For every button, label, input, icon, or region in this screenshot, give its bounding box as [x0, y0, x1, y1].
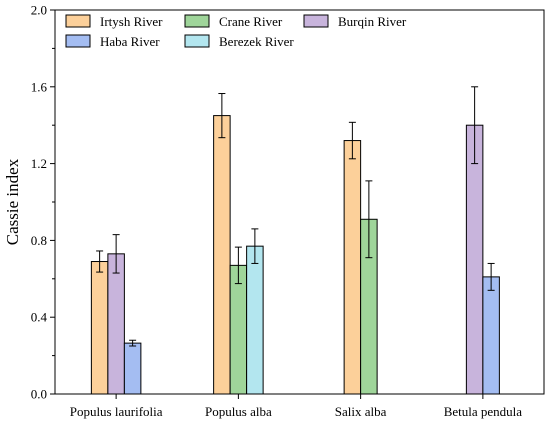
legend-swatch	[65, 34, 91, 48]
x-tick-label: Salix alba	[335, 404, 387, 419]
y-tick-label: 1.2	[31, 156, 47, 171]
legend-item-crane-river: Crane River	[184, 14, 283, 29]
error-bars-layer	[96, 86, 495, 347]
error-bar-irtysh-river-0	[96, 250, 104, 273]
legend-item-berezek-river: Berezek River	[184, 34, 294, 49]
x-ticks: Populus laurifolia Populus alba Salix alba…	[70, 394, 523, 419]
x-tick-label: Populus laurifolia	[70, 404, 163, 419]
x-tick-label: Populus alba	[205, 404, 272, 419]
y-tick-label: 2.0	[31, 3, 47, 18]
legend-swatch	[184, 14, 210, 28]
error-bar-irtysh-river-2	[348, 121, 356, 160]
legend-label: Haba River	[100, 34, 160, 49]
legend-swatch	[184, 34, 210, 48]
bar-irtysh-river-1	[213, 115, 231, 395]
legend-label: Burqin River	[338, 14, 407, 29]
error-bar-haba-river-0	[129, 339, 137, 347]
error-bar-burqin-river-0	[112, 234, 120, 274]
error-bar-irtysh-river-1	[218, 93, 226, 139]
x-tick-label: Betula pendula	[444, 404, 523, 419]
bar-burqin-river-3	[465, 124, 484, 395]
legend-label: Berezek River	[219, 34, 294, 49]
legend-swatch	[65, 14, 91, 28]
legend-item-irtysh-river: Irtysh River	[65, 14, 163, 29]
error-bar-crane-river-2	[365, 180, 373, 259]
y-tick-label: 0.0	[31, 387, 47, 402]
legend-label: Crane River	[219, 14, 283, 29]
y-ticks: 0.0 0.4 0.8 1.2 1.6 2.0	[31, 3, 55, 402]
bar-crane-river-1	[229, 264, 248, 395]
error-bar-berezek-river-1	[251, 228, 259, 264]
bars-layer	[90, 115, 500, 395]
error-bar-haba-river-3	[487, 262, 495, 291]
legend-swatch	[303, 14, 329, 28]
y-tick-label: 0.8	[31, 233, 47, 248]
y-tick-label: 0.4	[31, 310, 48, 325]
legend-label: Irtysh River	[100, 14, 163, 29]
bar-irtysh-river-2	[343, 140, 362, 395]
legend-item-burqin-river: Burqin River	[303, 14, 407, 29]
bar-haba-river-3	[482, 276, 500, 395]
legend-item-haba-river: Haba River	[65, 34, 160, 49]
error-bar-crane-river-1	[234, 246, 242, 285]
error-bar-burqin-river-3	[471, 86, 479, 165]
bar-burqin-river-0	[107, 253, 125, 395]
y-tick-label: 1.6	[31, 79, 48, 94]
bar-berezek-river-1	[246, 245, 264, 395]
bar-irtysh-river-0	[90, 261, 109, 395]
y-axis-title: Cassie index	[3, 158, 22, 245]
legend: Irtysh River Crane River Burqin River Haba …	[65, 14, 407, 49]
bar-haba-river-0	[123, 342, 142, 395]
